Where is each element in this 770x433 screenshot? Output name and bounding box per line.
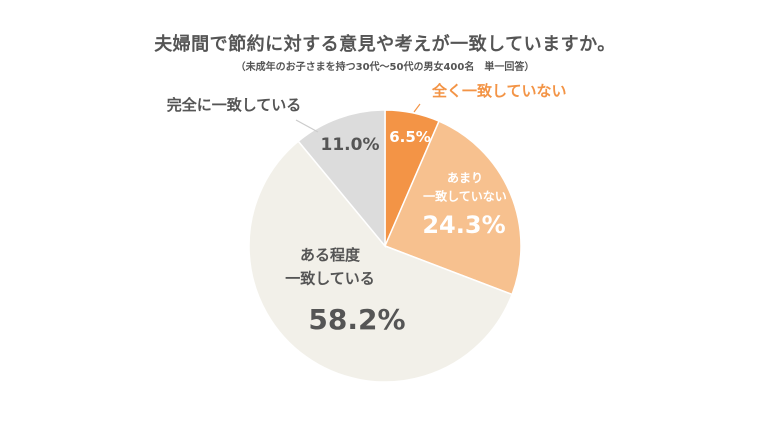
pie-slice-2	[384, 120, 522, 296]
pie-slice-3	[248, 140, 514, 383]
chart-subtitle: （未成年のお子さまを持つ30代〜50代の男女400名 単一回答）	[235, 62, 535, 73]
slice-label-3: ある程度一致している	[285, 246, 375, 287]
slice-label-4: 完全に一致している	[167, 96, 302, 114]
slice-percent-2: 24.3%	[422, 211, 505, 239]
slice-label-1: 全く一致していない	[431, 82, 567, 100]
slice-label-2: あまり一致していない	[423, 171, 507, 204]
pie-slice-4	[297, 109, 386, 249]
slice-percent-3: 58.2%	[308, 303, 405, 336]
leader-line-1	[413, 103, 421, 113]
slice-percent-1: 6.5%	[389, 128, 431, 146]
chart-title: 夫婦間で節約に対する意見や考えが一致していますか。	[154, 34, 616, 55]
leader-line-4	[295, 119, 319, 133]
slice-percent-4: 11.0%	[321, 135, 380, 155]
